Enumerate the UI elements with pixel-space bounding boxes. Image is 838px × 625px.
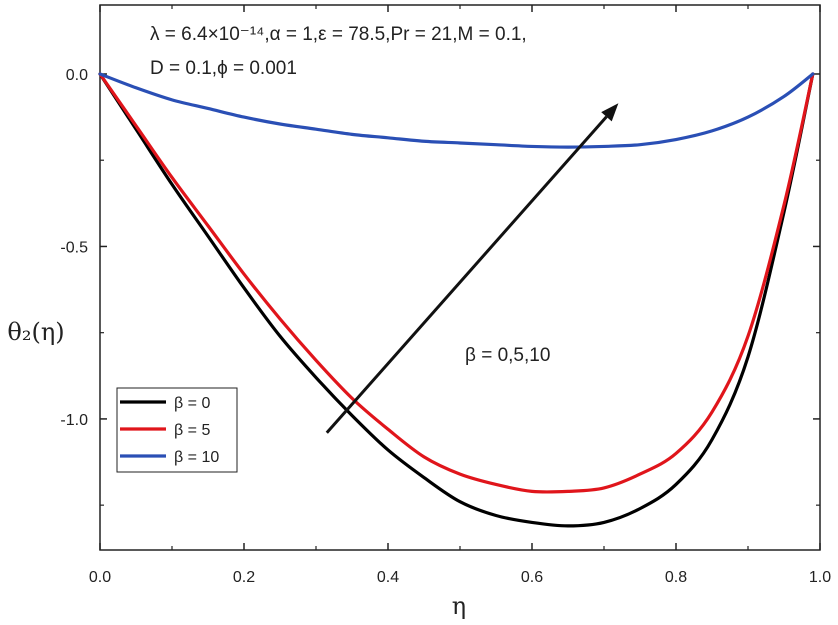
parameters-annotation-line-2: D = 0.1,ϕ = 0.001 (150, 58, 297, 79)
x-tick-label: 0.6 (521, 569, 543, 586)
parameters-annotation-line-1: λ = 6.4×10⁻¹⁴,α = 1,ε = 78.5,Pr = 21,M =… (150, 24, 527, 45)
trend-arrow (325, 103, 619, 434)
y-axis-ticks: 0.0 -0.5 -1.0 (60, 67, 820, 506)
series-line-1 (98, 72, 815, 494)
y-axis-label: θ₂(η) (7, 318, 64, 346)
x-tick-label: 0.4 (377, 569, 399, 586)
x-tick-label: 0.8 (665, 569, 687, 586)
x-axis-label: η (452, 592, 466, 620)
arrow-label: β = 0,5,10 (465, 345, 550, 366)
y-tick-label: -1.0 (60, 412, 88, 429)
series-line-2 (98, 72, 815, 149)
x-tick-label: 0.0 (89, 569, 111, 586)
legend-entry-1: β = 5 (174, 422, 210, 439)
series-line-0 (98, 72, 815, 528)
y-tick-label: 0.0 (66, 67, 88, 84)
series-lines (98, 72, 815, 528)
legend-entry-2: β = 10 (174, 449, 219, 466)
x-tick-label: 1.0 (809, 569, 831, 586)
legend: β = 0 β = 5 β = 10 (116, 387, 238, 473)
arrow-shaft (325, 115, 608, 434)
x-tick-label: 0.2 (233, 569, 255, 586)
legend-entry-0: β = 0 (174, 395, 210, 412)
y-tick-label: -0.5 (60, 239, 88, 256)
arrow-head (601, 103, 619, 122)
x-axis-ticks: 0.0 0.2 0.4 0.6 0.8 1.0 (89, 5, 831, 586)
